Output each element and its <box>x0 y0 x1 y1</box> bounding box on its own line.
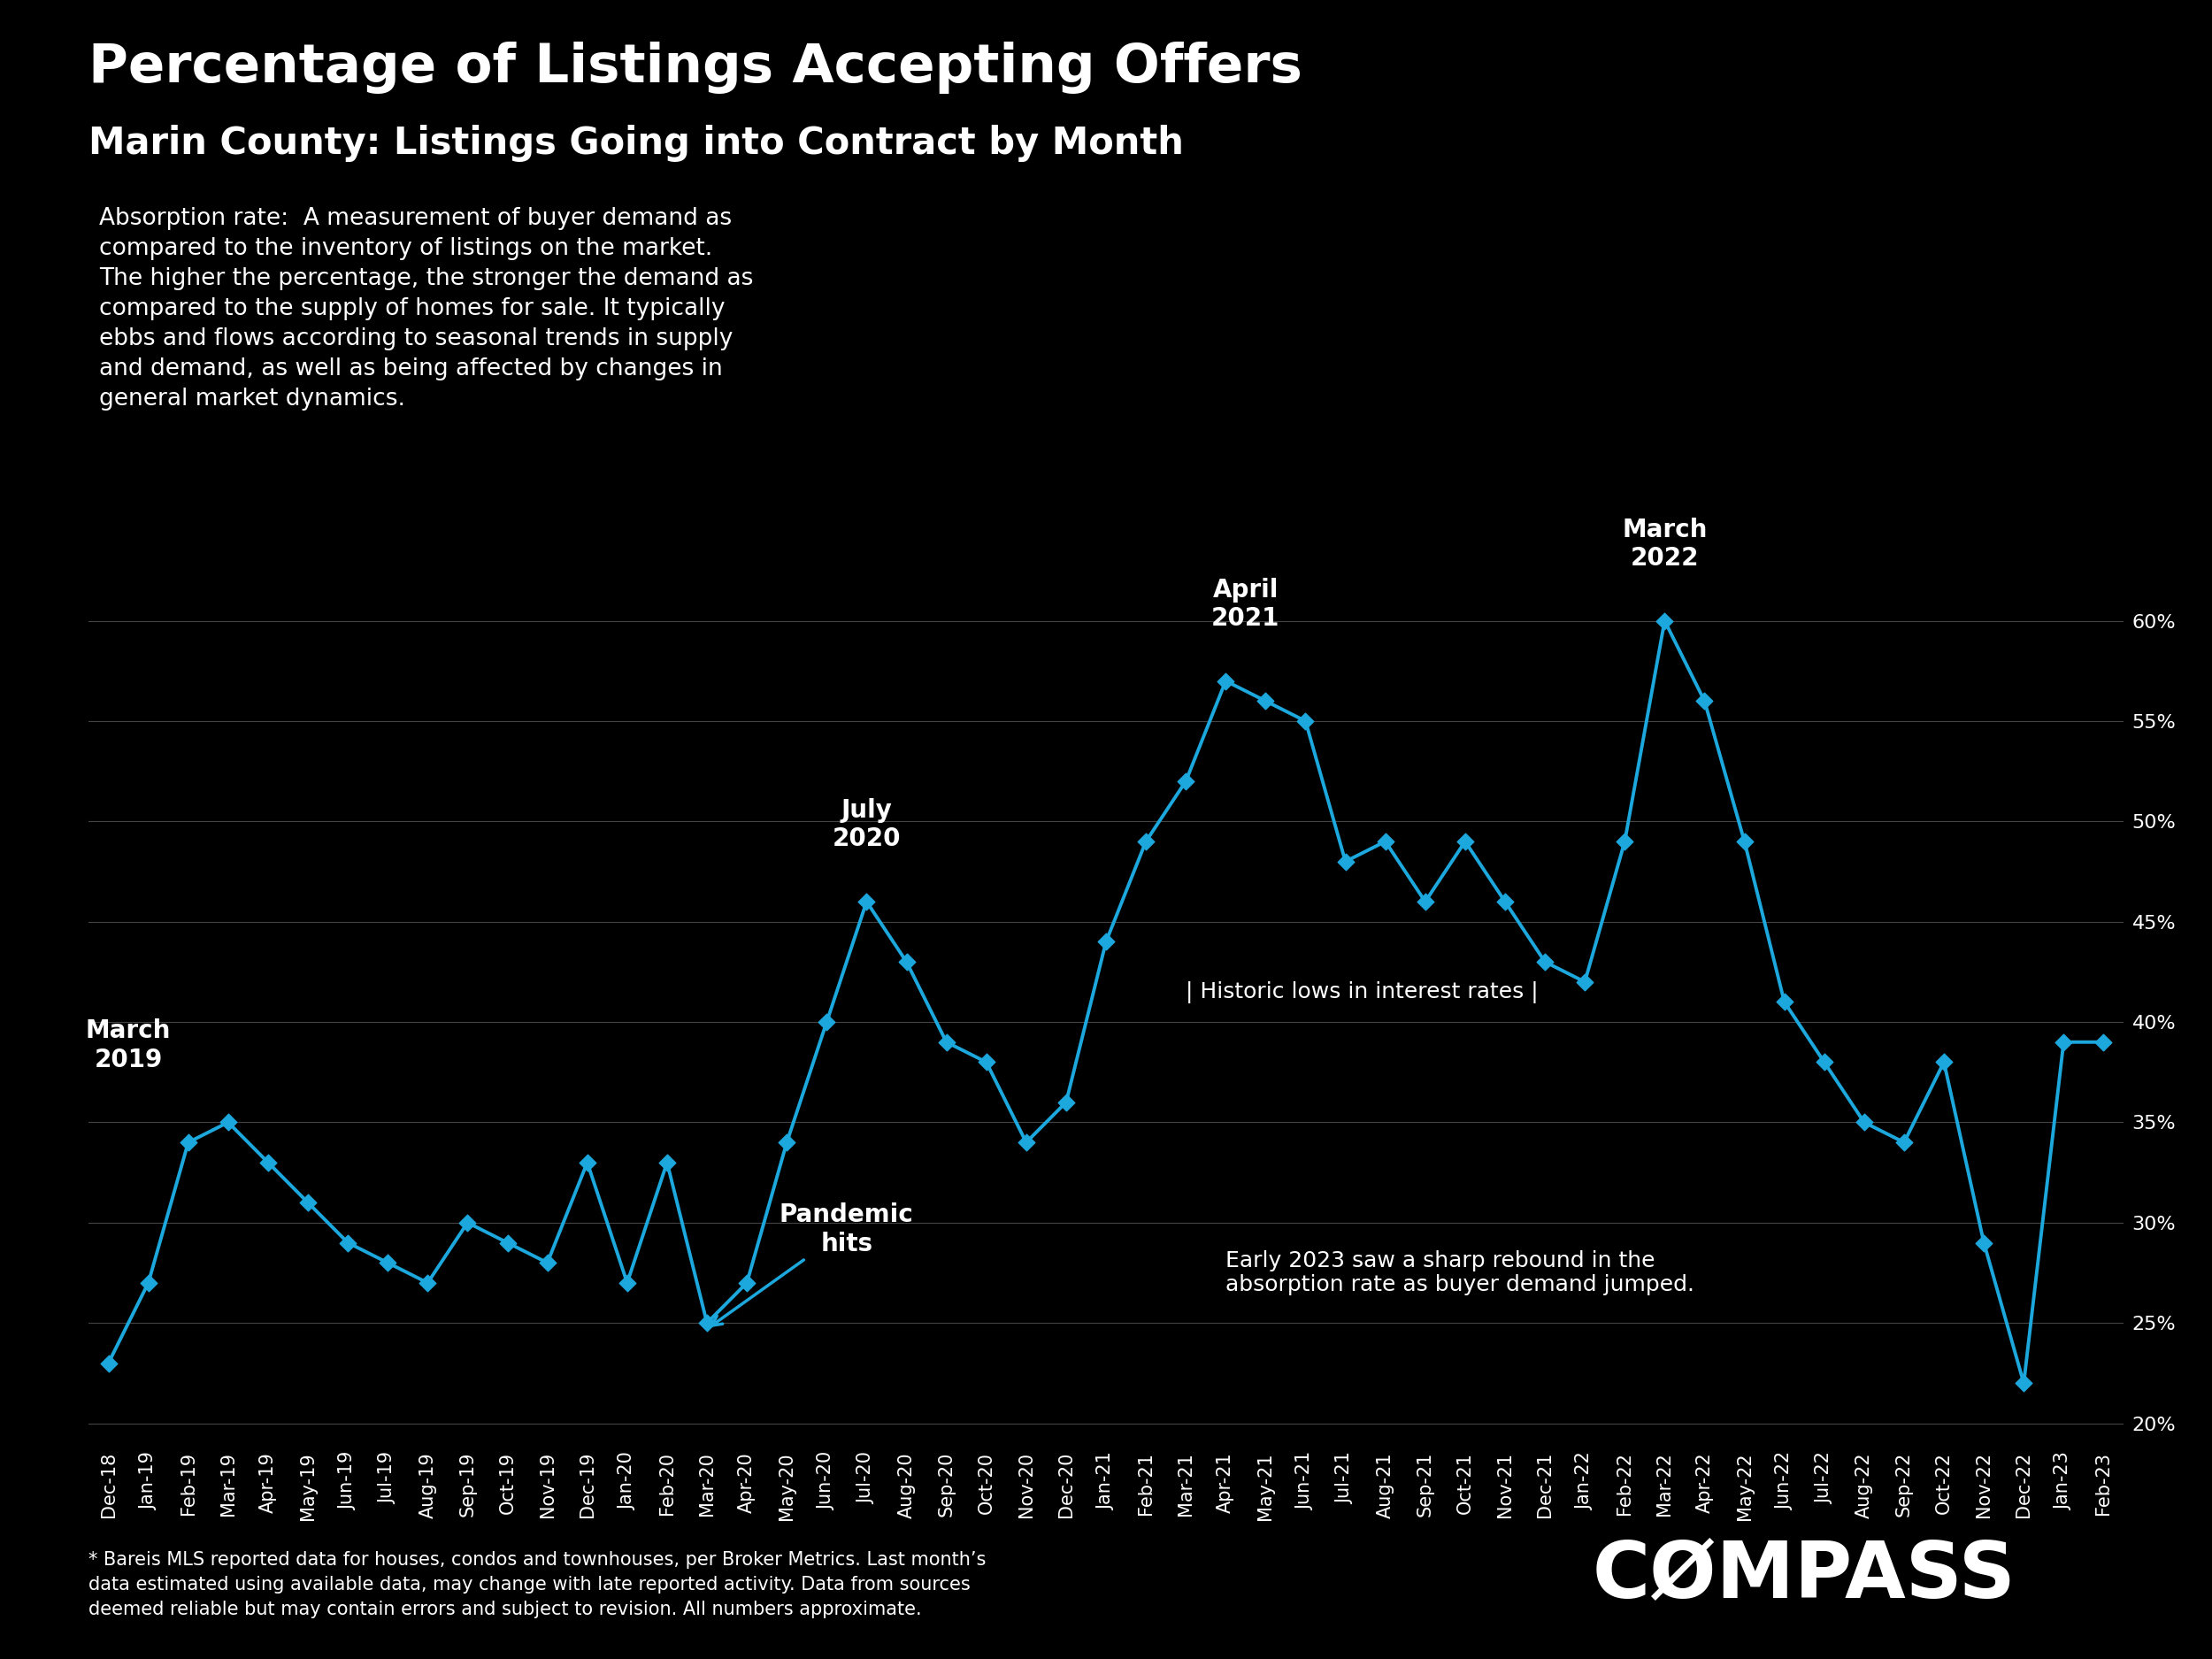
Text: * Bareis MLS reported data for houses, condos and townhouses, per Broker Metrics: * Bareis MLS reported data for houses, c… <box>88 1551 987 1619</box>
Point <box>449 1209 484 1236</box>
Point <box>690 1309 726 1335</box>
Point <box>2086 1029 2121 1055</box>
Point <box>929 1029 964 1055</box>
Point <box>1447 828 1482 854</box>
Text: Early 2023 saw a sharp rebound in the
absorption rate as buyer demand jumped.: Early 2023 saw a sharp rebound in the ab… <box>1225 1249 1694 1296</box>
Point <box>1248 688 1283 715</box>
Point <box>849 888 885 914</box>
Point <box>1566 969 1601 995</box>
Point <box>210 1110 246 1136</box>
Point <box>170 1130 206 1156</box>
Text: April
2021: April 2021 <box>1212 577 1281 630</box>
Point <box>1407 888 1442 914</box>
Point <box>1486 888 1522 914</box>
Point <box>611 1269 646 1296</box>
Point <box>1088 929 1124 956</box>
Text: Percentage of Listings Accepting Offers: Percentage of Listings Accepting Offers <box>88 41 1303 93</box>
Point <box>1608 828 1644 854</box>
Point <box>1767 989 1803 1015</box>
Point <box>1367 828 1402 854</box>
Point <box>529 1249 564 1276</box>
Point <box>1966 1229 2002 1256</box>
Point <box>1327 848 1363 874</box>
Point <box>2006 1370 2042 1397</box>
Text: Marin County: Listings Going into Contract by Month: Marin County: Listings Going into Contra… <box>88 124 1183 161</box>
Point <box>1807 1048 1843 1075</box>
Point <box>1927 1048 1962 1075</box>
Point <box>1208 667 1243 693</box>
Point <box>369 1249 405 1276</box>
Text: March
2019: March 2019 <box>86 1019 170 1072</box>
Point <box>290 1190 325 1216</box>
Point <box>131 1269 166 1296</box>
Point <box>1847 1110 1882 1136</box>
Point <box>770 1130 805 1156</box>
Point <box>250 1150 285 1176</box>
Point <box>889 949 925 975</box>
Text: July
2020: July 2020 <box>832 798 900 851</box>
Point <box>1728 828 1763 854</box>
Point <box>91 1350 126 1377</box>
Point <box>810 1009 845 1035</box>
Text: CØMPASS: CØMPASS <box>1593 1538 2017 1614</box>
Point <box>2046 1029 2081 1055</box>
Point <box>1009 1130 1044 1156</box>
Point <box>1526 949 1562 975</box>
Point <box>650 1150 686 1176</box>
Point <box>1648 607 1683 634</box>
Point <box>1048 1088 1084 1115</box>
Point <box>730 1269 765 1296</box>
Point <box>1688 688 1723 715</box>
Text: March
2022: March 2022 <box>1621 518 1708 571</box>
Point <box>409 1269 445 1296</box>
Text: | Historic lows in interest rates |: | Historic lows in interest rates | <box>1186 980 1540 1004</box>
Point <box>1168 768 1203 795</box>
Text: Absorption rate:  A measurement of buyer demand as
compared to the inventory of : Absorption rate: A measurement of buyer … <box>100 207 754 411</box>
Point <box>330 1229 365 1256</box>
Text: Pandemic
hits: Pandemic hits <box>712 1203 914 1326</box>
Point <box>969 1048 1004 1075</box>
Point <box>568 1150 604 1176</box>
Point <box>1128 828 1164 854</box>
Point <box>489 1229 524 1256</box>
Point <box>1287 708 1323 735</box>
Point <box>1887 1130 1922 1156</box>
